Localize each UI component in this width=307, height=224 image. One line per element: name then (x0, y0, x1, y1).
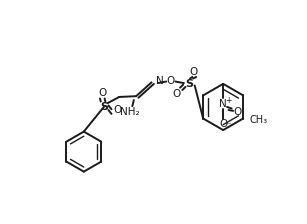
Text: O: O (190, 67, 198, 77)
Text: CH₃: CH₃ (249, 115, 267, 125)
Text: O: O (233, 107, 241, 116)
Text: O: O (173, 89, 181, 99)
Text: S: S (185, 79, 193, 89)
Text: N: N (219, 99, 227, 109)
Text: +: + (225, 95, 232, 105)
Text: O: O (167, 76, 175, 86)
Text: O: O (98, 88, 107, 98)
Text: O: O (114, 105, 122, 115)
Text: O: O (219, 119, 227, 129)
Text: ⁻: ⁻ (226, 122, 231, 131)
Text: N: N (156, 76, 164, 86)
Text: NH₂: NH₂ (120, 107, 140, 116)
Text: S: S (100, 102, 108, 112)
